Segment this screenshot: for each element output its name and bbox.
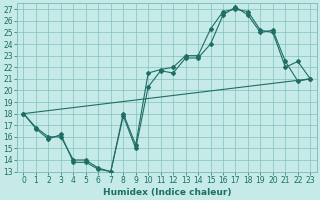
X-axis label: Humidex (Indice chaleur): Humidex (Indice chaleur) [103, 188, 231, 197]
